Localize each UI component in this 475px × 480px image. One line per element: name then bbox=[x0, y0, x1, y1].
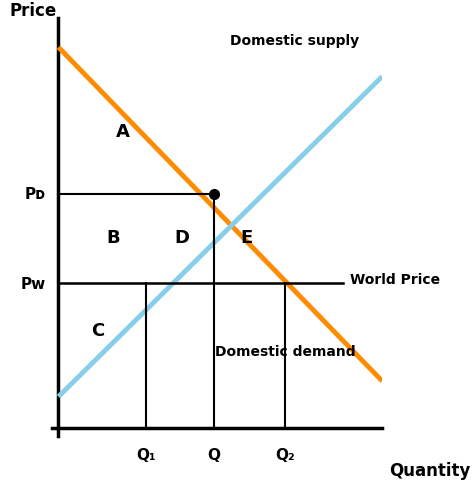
Text: A: A bbox=[116, 123, 130, 141]
Text: D: D bbox=[174, 228, 189, 246]
Text: Domestic supply: Domestic supply bbox=[230, 34, 359, 48]
Text: Price: Price bbox=[9, 2, 57, 20]
Text: Q: Q bbox=[207, 447, 220, 462]
Text: World Price: World Price bbox=[350, 273, 440, 287]
Text: Pᴅ: Pᴅ bbox=[24, 187, 46, 202]
Text: B: B bbox=[107, 228, 120, 246]
Text: Q₁: Q₁ bbox=[136, 447, 156, 462]
Text: Pᴡ: Pᴡ bbox=[20, 276, 46, 291]
Text: Domestic demand: Domestic demand bbox=[215, 344, 356, 358]
Text: C: C bbox=[91, 322, 104, 339]
Text: Quantity: Quantity bbox=[389, 461, 470, 479]
Text: Q₂: Q₂ bbox=[275, 447, 295, 462]
Text: E: E bbox=[240, 228, 252, 246]
